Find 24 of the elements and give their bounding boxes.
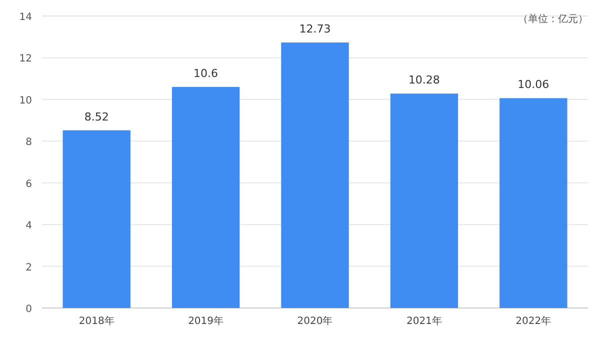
data-label: 10.06 <box>518 78 550 92</box>
y-tick-label: 12 <box>19 54 32 65</box>
x-tick-label: 2020年 <box>297 315 333 327</box>
bar <box>500 98 568 308</box>
data-label: 8.52 <box>84 110 109 124</box>
y-axis-title: （单位：亿元） <box>518 13 588 25</box>
bar <box>281 42 349 308</box>
x-tick-label: 2019年 <box>188 315 224 327</box>
x-tick-label: 2022年 <box>516 315 552 327</box>
data-label: 12.73 <box>299 22 331 36</box>
data-label: 10.28 <box>408 74 440 87</box>
x-tick-label: 2018年 <box>78 315 114 327</box>
y-tick-label: 2 <box>26 262 32 274</box>
data-label: 10.6 <box>194 66 218 80</box>
x-tick-label: 2021年 <box>406 315 442 327</box>
y-tick-label: 8 <box>26 137 32 148</box>
bar <box>390 94 458 308</box>
y-tick-label: 6 <box>26 178 32 190</box>
bar <box>172 86 240 308</box>
y-tick-label: 14 <box>19 12 32 23</box>
bar <box>62 130 130 308</box>
y-tick-label: 4 <box>26 220 32 232</box>
y-tick-label: 0 <box>26 304 32 315</box>
y-tick-label: 10 <box>19 95 32 106</box>
